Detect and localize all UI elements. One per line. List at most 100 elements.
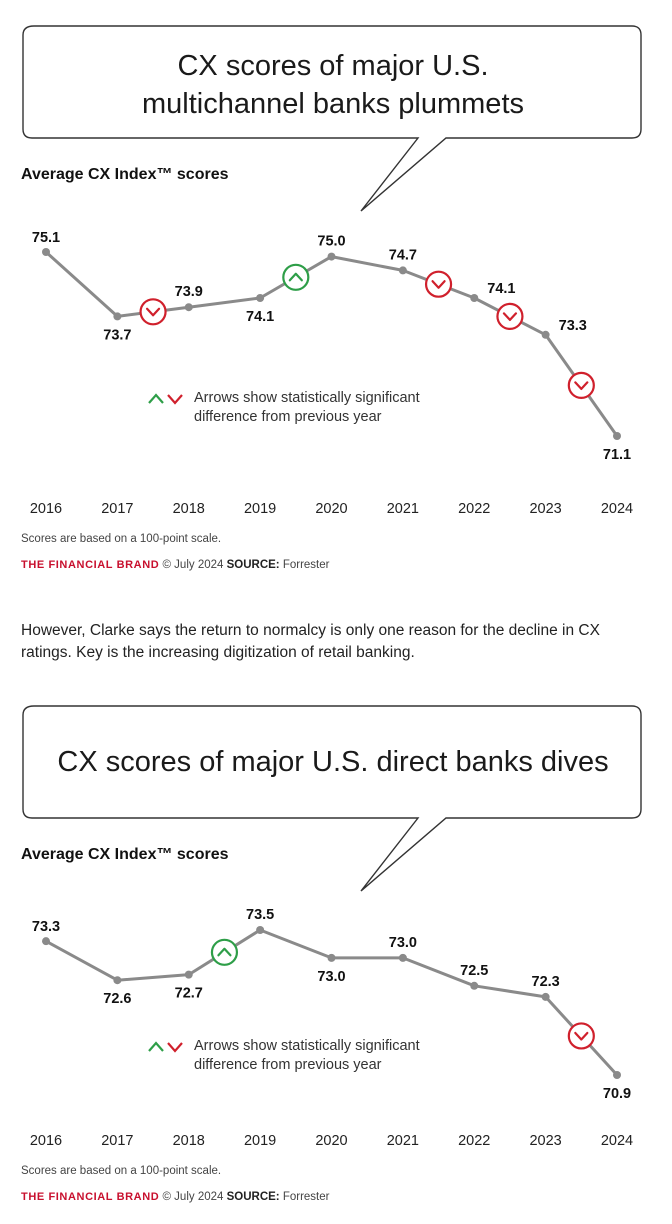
down-arrow-icon [431,280,446,289]
data-point [541,992,550,1001]
data-label: 74.1 [246,309,274,325]
significant-up-marker [282,263,310,291]
data-point [42,937,50,946]
chart-2-legend-arrows [148,1041,183,1053]
x-tick-label: 2017 [101,501,133,517]
significant-down-marker [567,371,595,399]
up-arrow-icon [288,272,303,282]
data-point [470,981,479,990]
chart-2-credit: THE FINANCIAL BRAND © July 2024 SOURCE: … [21,1191,329,1203]
marker-circle [424,270,453,298]
up-arrow-icon [148,393,164,404]
marker-circle [496,302,524,330]
x-tick-label: 2016 [30,501,62,517]
data-point [184,303,193,312]
data-label: 73.7 [103,327,131,343]
chart-2-title: CX scores of major U.S. direct banks div… [30,743,636,781]
x-tick-label: 2018 [173,1133,205,1149]
source-name: Forrester [279,1191,330,1203]
chart-1-title-line-2: multichannel banks plummets [141,88,524,120]
x-tick-label: 2022 [458,501,490,517]
down-arrow-icon [502,312,518,321]
x-tick-label: 2016 [30,1133,62,1149]
chart-2-legend-line-1: Arrows show statistically significant [194,1038,420,1054]
data-point [541,330,550,339]
data-label: 75.0 [317,234,345,250]
data-label: 71.1 [603,447,631,463]
up-arrow-icon [148,1041,164,1052]
down-arrow-icon [574,381,589,390]
data-label: 74.1 [487,281,515,297]
data-point [113,312,122,321]
chart-2-note: Scores are based on a 100-point scale. [21,1165,222,1177]
speech-bubble [22,705,642,892]
data-point [42,248,50,256]
chart-2-title-line-1: CX scores of major U.S. direct banks div… [57,746,609,778]
x-tick-label: 2023 [529,1133,561,1149]
data-label: 72.6 [103,991,131,1007]
credit-date: © July 2024 [159,559,227,571]
data-label: 73.3 [559,318,587,334]
significant-down-marker [496,302,524,330]
chart-1-graphic: 75.1 73.7 73.9 74.1 75.0 74.7 74.1 73.3 71.1 2016… [22,25,642,517]
data-point [327,953,336,962]
chart-1-note: Scores are based on a 100-point scale. [21,533,222,545]
significant-down-marker [424,270,453,298]
data-label: 74.7 [389,247,417,263]
data-point [613,1071,621,1079]
x-tick-label: 2021 [387,501,419,517]
brand-logo-text: THE FINANCIAL BRAND [21,559,160,571]
x-tick-label: 2021 [387,1133,419,1149]
x-tick-label: 2019 [244,1133,276,1149]
article-paragraph: However, Clarke says the return to norma… [21,622,600,661]
significant-down-marker [139,298,167,326]
data-label: 72.3 [532,974,560,990]
chart-1-legend: Arrows show statistically significant di… [147,389,420,427]
up-arrow-icon [217,947,232,957]
x-tick-label: 2023 [529,501,561,517]
x-tick-label: 2017 [101,1133,133,1149]
data-point [113,976,122,985]
chart-1-subtitle: Average CX Index™ scores [21,166,229,183]
data-label: 73.3 [32,919,60,935]
chart-1-title-line-1: CX scores of major U.S. [177,50,489,82]
data-point [398,953,407,962]
x-tick-label: 2019 [244,501,276,517]
data-label: 75.1 [32,230,60,246]
speech-bubble [22,25,642,212]
marker-circle [567,1022,595,1050]
credit-date: © July 2024 [159,1191,227,1203]
x-tick-label: 2022 [458,1133,490,1149]
x-tick-label: 2020 [315,501,347,517]
x-tick-label: 2020 [315,1133,347,1149]
chart-1-legend-arrows [148,393,183,405]
data-point [398,266,407,275]
brand-logo-text: THE FINANCIAL BRAND [21,1191,160,1203]
source-label: SOURCE: [226,559,280,571]
chart-1-credit: THE FINANCIAL BRAND © July 2024 SOURCE: … [21,559,329,571]
chart-2-graphic: 73.3 72.6 72.7 73.5 73.0 73.0 72.5 72.3 70.9 2016… [22,705,642,1149]
marker-circle [282,263,310,291]
marker-circle [210,938,239,966]
chart-1-legend-line-2: difference from previous year [194,409,382,425]
data-label: 70.9 [603,1086,631,1102]
chart-2-legend-line-2: difference from previous year [194,1057,382,1073]
data-point [256,294,265,302]
data-point [327,252,336,261]
data-label: 72.7 [175,986,203,1002]
source-label: SOURCE: [226,1191,280,1203]
significant-up-marker [210,938,239,966]
marker-circle [567,371,595,399]
x-tick-label: 2024 [601,501,633,517]
x-tick-label: 2018 [173,501,205,517]
data-label: 73.9 [175,284,203,300]
data-point [256,926,265,934]
down-arrow-icon [145,307,161,317]
data-label: 73.5 [246,907,274,923]
marker-circle [139,298,167,326]
data-label: 72.5 [460,963,488,979]
chart-2-subtitle: Average CX Index™ scores [21,846,229,863]
data-label: 73.0 [317,969,345,985]
chart-1-title: CX scores of major U.S. multichannel ban… [40,47,626,123]
down-arrow-icon [167,1042,183,1053]
